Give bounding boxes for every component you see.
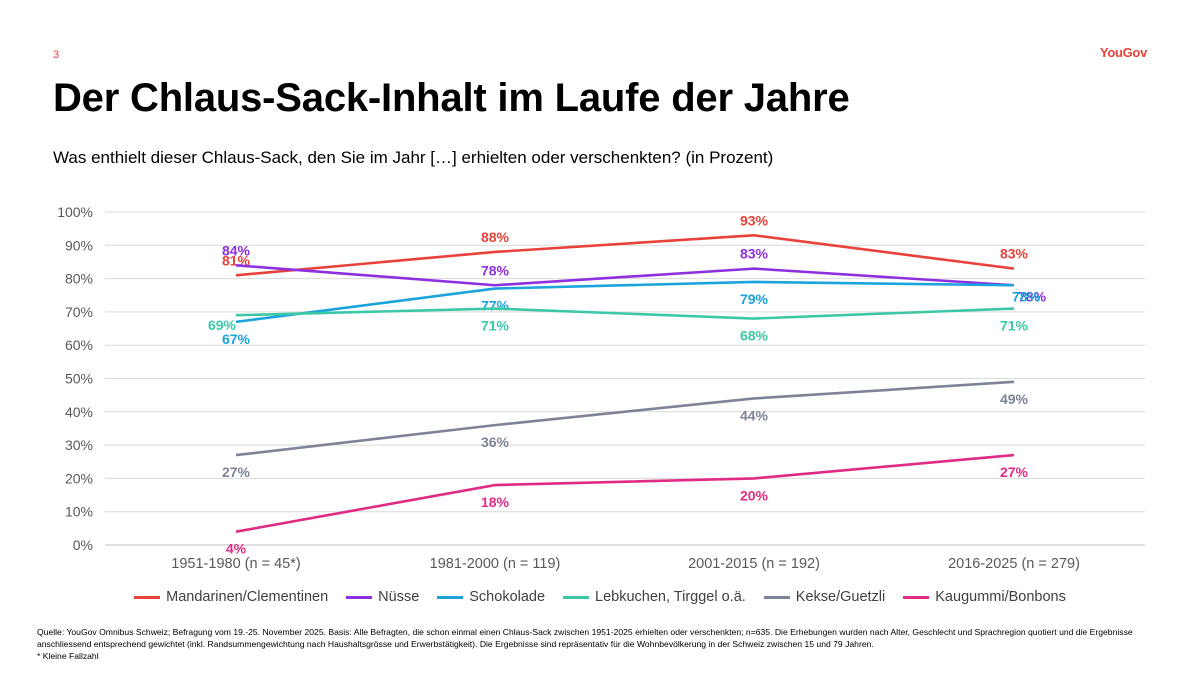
yougov-logo: YouGov [1099, 45, 1147, 60]
y-tick-label: 50% [65, 371, 93, 387]
data-label: 81% [222, 252, 251, 268]
legend-item: Schokolade [437, 589, 545, 605]
x-tick-label: 2001-2015 (n = 192) [688, 556, 820, 572]
series-line-0 [235, 234, 1015, 277]
legend-item: Lebkuchen, Tirggel o.ä. [563, 589, 746, 605]
page-number: 3 [53, 49, 60, 61]
data-label: 20% [740, 487, 769, 503]
y-tick-label: 60% [65, 337, 93, 353]
page-subtitle: Was enthielt dieser Chlaus-Sack, den Sie… [53, 148, 774, 167]
data-label: 78% [1012, 288, 1041, 304]
data-label: 68% [740, 328, 769, 344]
legend-item: Mandarinen/Clementinen [134, 589, 328, 605]
legend-label: Kekse/Guetzli [795, 589, 886, 605]
data-label: 93% [740, 212, 769, 228]
y-tick-label: 0% [73, 537, 93, 553]
data-label: 83% [1000, 246, 1029, 262]
footnote-note: * Kleine Fallzahl [37, 651, 99, 661]
legend-swatch [346, 595, 373, 599]
legend-label: Schokolade [469, 589, 546, 605]
data-label: 69% [208, 317, 237, 333]
data-label: 4% [226, 541, 247, 557]
legend-item: Kaugummi/Bonbons [903, 589, 1066, 605]
y-tick-label: 20% [65, 470, 93, 486]
chart-legend: Mandarinen/Clementinen Nüsse Schokolade Leb… [0, 589, 1200, 605]
data-label: 78% [1018, 288, 1047, 304]
series-line-3 [235, 307, 1015, 320]
data-label: 83% [740, 246, 769, 262]
y-tick-label: 80% [65, 271, 93, 287]
legend-label: Nüsse [378, 589, 420, 605]
series-line-4 [235, 380, 1015, 457]
data-label: 44% [740, 407, 769, 423]
page-title: Der Chlaus-Sack-Inhalt im Laufe der Jahr… [53, 76, 850, 120]
data-label: 27% [1000, 464, 1029, 480]
legend-item: Kekse/Guetzli [763, 589, 886, 605]
y-tick-label: 10% [65, 504, 93, 520]
legend-swatch [563, 595, 590, 599]
data-label: 84% [222, 242, 251, 258]
series-line-5 [235, 453, 1015, 533]
legend-swatch [763, 595, 790, 599]
x-tick-label: 1951-1980 (n = 45*) [171, 556, 300, 572]
data-label: 71% [1000, 318, 1029, 334]
x-tick-label: 2016-2025 (n = 279) [948, 556, 1080, 572]
legend-label: Mandarinen/Clementinen [166, 589, 329, 605]
legend-label: Lebkuchen, Tirggel o.ä. [595, 589, 746, 605]
data-label: 18% [481, 494, 510, 510]
legend-label: Kaugummi/Bonbons [935, 589, 1066, 605]
data-label: 79% [740, 291, 769, 307]
data-label: 27% [222, 464, 251, 480]
footnote: Quelle: YouGov Omnibus Schweiz; Befragun… [37, 626, 1167, 662]
data-label: 67% [222, 331, 251, 347]
y-tick-label: 70% [65, 304, 93, 320]
data-label: 49% [1000, 391, 1029, 407]
data-label: 88% [481, 229, 510, 245]
series-line-1 [235, 263, 1015, 287]
y-tick-label: 40% [65, 404, 93, 420]
series-line-2 [235, 280, 1015, 324]
legend-swatch [437, 595, 464, 599]
legend-swatch [134, 595, 161, 599]
legend-item: Nüsse [346, 589, 419, 605]
data-label: 36% [481, 434, 510, 450]
data-label: 78% [481, 262, 510, 278]
data-label: 77% [481, 298, 510, 314]
x-tick-label: 1981-2000 (n = 119) [430, 556, 561, 572]
y-tick-label: 90% [65, 237, 93, 253]
legend-swatch [903, 595, 930, 599]
y-tick-label: 30% [65, 437, 93, 453]
footnote-source: Quelle: YouGov Omnibus Schweiz; Befragun… [37, 627, 1133, 649]
y-tick-label: 100% [57, 204, 93, 220]
data-label: 71% [481, 318, 510, 334]
